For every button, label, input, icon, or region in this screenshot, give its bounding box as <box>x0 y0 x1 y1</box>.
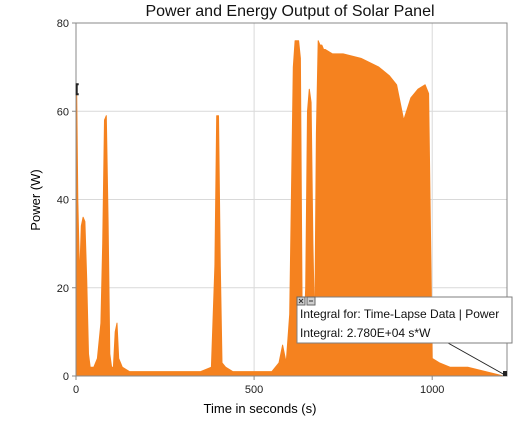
chart-title: Power and Energy Output of Solar Panel <box>145 3 434 20</box>
integral-callout[interactable]: Integral for: Time-Lapse Data | Power In… <box>296 296 513 376</box>
y-tick-label: 20 <box>57 283 69 295</box>
callout-box <box>296 296 513 344</box>
y-axis-label: Power (W) <box>28 169 43 230</box>
data-cursor[interactable] <box>75 83 507 376</box>
y-tick-label: 40 <box>57 195 69 207</box>
callout-menu-icon[interactable] <box>306 296 316 306</box>
y-tick-label: 0 <box>63 371 69 383</box>
callout-close-icon[interactable] <box>296 296 306 306</box>
x-axis-label: Time in seconds (s) <box>204 401 317 416</box>
callout-line-1: Integral for: Time-Lapse Data | Power <box>300 307 499 321</box>
callout-leader-line <box>447 342 506 376</box>
series-area <box>75 40 508 377</box>
cursor-bracket-icon[interactable] <box>75 83 79 96</box>
y-tick-label: 80 <box>57 18 69 30</box>
x-tick-label: 0 <box>73 384 79 396</box>
x-axis: 0 500 1000 <box>73 376 444 396</box>
series-area-path <box>75 40 508 377</box>
callout-line-2: Integral: 2.780E+04 s*W <box>300 326 431 340</box>
y-tick-label: 60 <box>57 106 69 118</box>
x-tick-label: 500 <box>245 384 263 396</box>
y-axis: 0 20 40 60 80 <box>57 18 76 383</box>
x-tick-label: 1000 <box>420 384 444 396</box>
integral-end-marker[interactable] <box>503 371 507 376</box>
